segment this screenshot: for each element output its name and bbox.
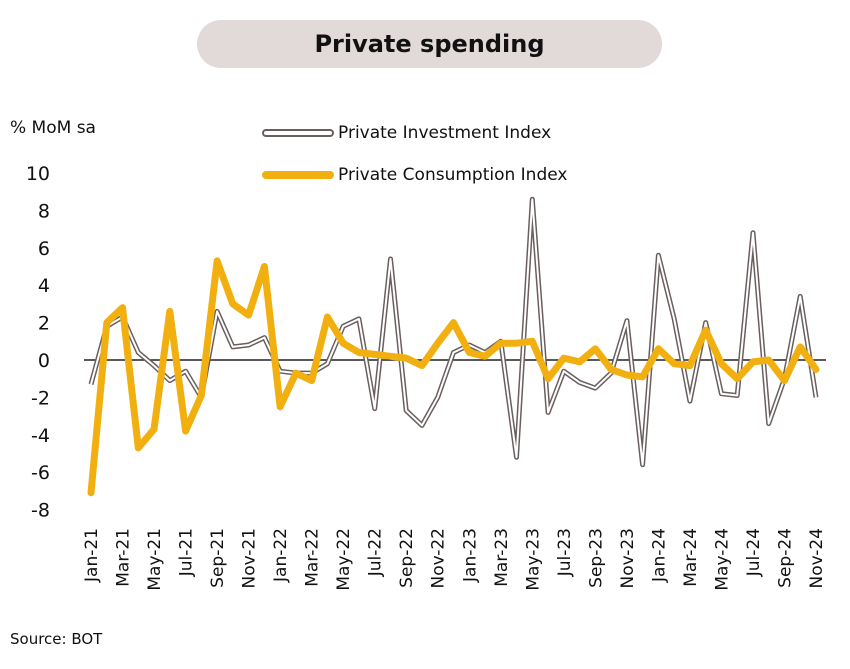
x-tick-label: Sep-23 (586, 528, 606, 588)
legend-label-consumption: Private Consumption Index (338, 165, 568, 185)
y-tick-label: -2 (31, 387, 50, 409)
x-tick-label: Jul-24 (744, 528, 764, 577)
legend-swatch-consumption (262, 171, 334, 179)
x-tick-label: Mar-24 (681, 528, 701, 587)
x-tick-label: Sep-21 (208, 528, 228, 588)
legend-swatch-investment (262, 129, 334, 137)
y-tick-label: 8 (38, 200, 50, 222)
legend-label-investment: Private Investment Index (338, 123, 552, 143)
x-tick-label: Nov-21 (240, 528, 260, 589)
x-tick-label: Nov-24 (807, 528, 827, 589)
x-axis-ticks: Jan-21 Mar-21 May-21 Jul-21 Sep-21 Nov-21 Jan-… (82, 528, 827, 591)
consumption-line (87, 257, 820, 497)
x-tick-label: May-23 (523, 528, 543, 591)
x-tick-label: Mar-23 (492, 528, 512, 587)
x-tick-label: Jul-23 (555, 528, 575, 577)
y-tick-label: -8 (31, 500, 50, 522)
legend: Private Investment Index Private Consump… (262, 112, 567, 196)
x-tick-label: May-21 (145, 528, 165, 591)
chart-title: Private spending (314, 30, 545, 58)
x-tick-label: Nov-23 (618, 528, 638, 589)
y-tick-label: -4 (31, 425, 50, 447)
x-tick-label: Sep-24 (775, 528, 795, 588)
x-tick-label: May-24 (712, 528, 732, 591)
x-tick-label: Jul-21 (177, 528, 197, 577)
x-tick-label: May-22 (334, 528, 354, 591)
investment-line-inner (90, 198, 817, 466)
y-tick-label: 6 (38, 238, 50, 260)
x-tick-label: Mar-21 (114, 528, 134, 587)
source-note: Source: BOT (10, 630, 103, 648)
y-tick-label: 2 (38, 313, 50, 335)
y-axis-label: % MoM sa (10, 118, 96, 138)
legend-item-investment: Private Investment Index (262, 112, 567, 154)
x-tick-label: Nov-22 (429, 528, 449, 589)
x-tick-label: Jan-24 (649, 528, 669, 583)
y-tick-label: 0 (38, 350, 50, 372)
x-tick-label: Jan-22 (271, 528, 291, 583)
y-axis-ticks: 10 8 6 4 2 0 -2 -4 -6 -8 (26, 163, 50, 522)
legend-item-consumption: Private Consumption Index (262, 154, 567, 196)
x-tick-label: Jan-21 (82, 528, 102, 583)
x-tick-label: Jul-22 (366, 528, 386, 577)
y-tick-label: 4 (38, 275, 50, 297)
series-investment (88, 196, 819, 468)
series-consumption (87, 257, 820, 497)
chart-title-banner: Private spending (197, 20, 662, 68)
x-tick-label: Mar-22 (303, 528, 323, 587)
x-tick-label: Sep-22 (397, 528, 417, 588)
y-tick-label: 10 (26, 163, 50, 185)
x-tick-label: Jan-23 (460, 528, 480, 583)
y-tick-label: -6 (31, 462, 50, 484)
